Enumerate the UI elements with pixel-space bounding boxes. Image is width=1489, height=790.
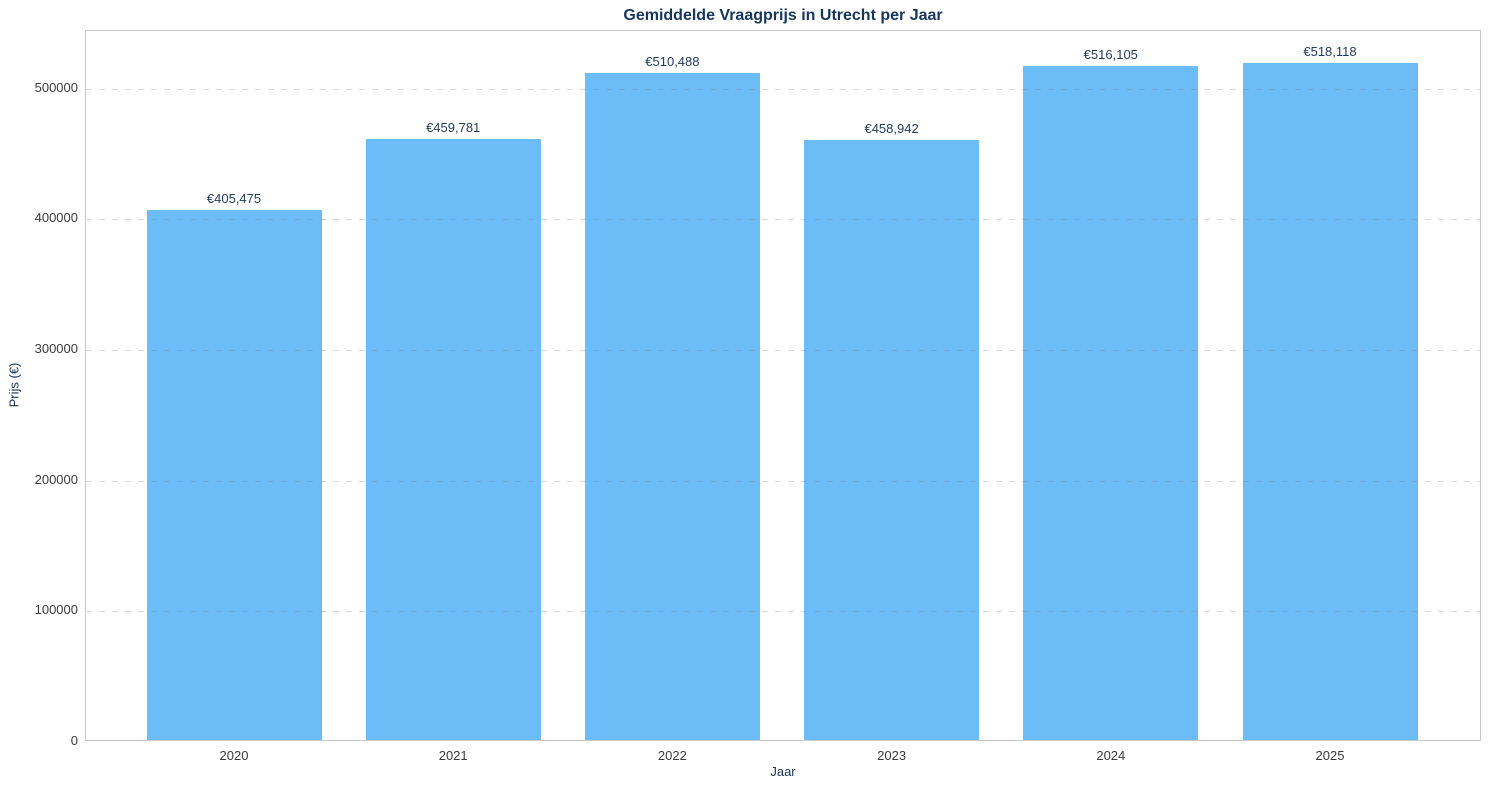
x-tick-label-2023: 2023 xyxy=(877,748,907,763)
y-tick-label-500000: 500000 xyxy=(34,79,78,95)
bar-value-label-2021: €459,781 xyxy=(426,120,481,136)
chart-title: Gemiddelde Vraagprijs in Utrecht per Jaa… xyxy=(623,7,943,24)
gridline-400000 xyxy=(86,219,1480,221)
x-tick-label-2025: 2025 xyxy=(1315,748,1345,763)
bar-2022: €510,488 xyxy=(584,54,760,740)
bar-value-label-2022: €510,488 xyxy=(645,53,700,69)
x-tick-label-2020: 2020 xyxy=(219,748,249,763)
y-tick-label-300000: 300000 xyxy=(34,340,78,356)
plot-area: €405,475 €459,781 €510,488 €458,942 €516,105… xyxy=(85,30,1481,763)
x-tick-label-2022: 2022 xyxy=(657,748,687,763)
x-tick-label-2024: 2024 xyxy=(1096,748,1126,763)
bar-2021: €459,781 xyxy=(365,120,541,740)
bar-2020: €405,475 xyxy=(146,191,322,740)
bar-2025: €518,118 xyxy=(1242,44,1418,740)
bar-value-label-2020: €405,475 xyxy=(206,191,262,207)
y-axis-label: Prijs (€) xyxy=(6,362,22,408)
y-tick-label-400000: 400000 xyxy=(34,210,78,226)
y-tick-label-0: 0 xyxy=(70,733,78,748)
y-tick-label-100000: 100000 xyxy=(34,602,78,618)
bar-2023: €458,942 xyxy=(804,121,980,740)
x-axis-label: Jaar xyxy=(770,764,796,779)
bar-2024: €516,105 xyxy=(1023,47,1199,740)
gridline-300000 xyxy=(86,349,1480,351)
bar-value-label-2023: €458,942 xyxy=(864,121,919,137)
gridline-100000 xyxy=(86,611,1480,613)
bar-value-label-2024: €516,105 xyxy=(1083,46,1138,62)
bar-value-label-2025: €518,118 xyxy=(1303,43,1357,59)
x-tick-label-2021: 2021 xyxy=(438,748,468,763)
gridline-500000 xyxy=(86,88,1480,90)
y-tick-label-200000: 200000 xyxy=(34,471,78,487)
gridline-200000 xyxy=(86,480,1480,482)
